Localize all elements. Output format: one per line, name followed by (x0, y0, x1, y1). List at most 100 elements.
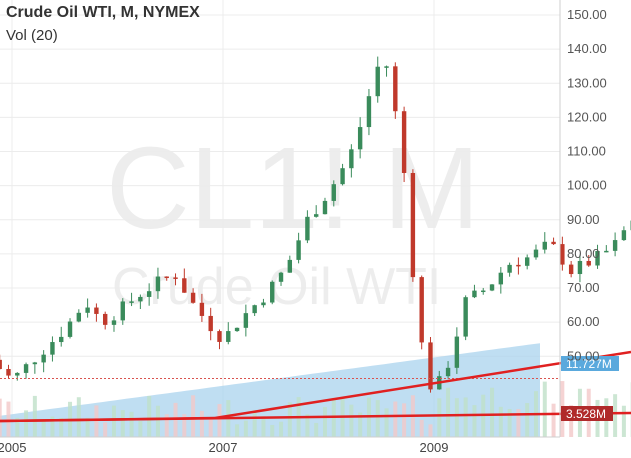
candle-body (481, 290, 486, 293)
candle-body (164, 276, 169, 279)
candle-body (621, 230, 627, 241)
volume-bar (155, 405, 160, 437)
volume-bar (525, 403, 530, 437)
overlay-layer: 11.727M 3.528M (0, 350, 631, 423)
candle-body (533, 249, 539, 258)
y-tick-label: 150.00 (567, 7, 607, 22)
volume-bar (454, 398, 459, 437)
volume-bar (446, 387, 451, 437)
volume-bar (569, 405, 574, 437)
candle-body (568, 264, 574, 275)
candle-body (6, 369, 11, 376)
candle-body (261, 302, 266, 306)
candle-body (111, 320, 117, 325)
candle-body (419, 277, 424, 343)
volume-bar (516, 409, 521, 437)
volume-bar (59, 418, 64, 437)
candle-body (102, 313, 108, 325)
volume-layer (0, 343, 631, 437)
volume-bar (208, 417, 213, 437)
candle-body (604, 250, 609, 253)
candle-body (173, 277, 178, 279)
candle-body (94, 307, 99, 314)
volume-bar (120, 410, 125, 437)
volume-bar (50, 416, 55, 437)
candle-body (349, 149, 354, 169)
volume-indicator-label[interactable]: Vol (20) (6, 27, 58, 44)
candle-body (560, 244, 565, 265)
candle-body (234, 327, 240, 332)
volume-ma-badge-label: 11.727M (566, 357, 612, 371)
volume-bar (437, 398, 442, 437)
candle-body (366, 96, 372, 128)
candle-body (322, 200, 328, 215)
x-tick-label: 2009 (420, 440, 449, 455)
y-tick-label: 120.00 (567, 109, 607, 124)
y-tick-label: 130.00 (567, 75, 607, 90)
volume-bar (287, 402, 292, 437)
volume-bar (322, 406, 327, 437)
volume-bar (191, 395, 196, 437)
time-axis[interactable]: 200520072009201120132015 (0, 436, 631, 455)
y-tick-label: 90.00 (567, 212, 600, 227)
y-tick-label: 80.00 (567, 246, 600, 261)
volume-bar (138, 421, 143, 437)
candle-body (401, 111, 407, 173)
volume-bar (621, 405, 626, 437)
volume-bar (419, 419, 424, 437)
volume-bar (235, 424, 240, 437)
volume-bar (243, 420, 248, 437)
candle-body (85, 307, 90, 313)
y-tick-label: 110.00 (567, 144, 606, 159)
volume-bar (103, 422, 108, 437)
candle-body (41, 354, 46, 363)
volume-bar (490, 387, 495, 437)
candle-body (384, 66, 389, 68)
volume-bar (129, 411, 134, 437)
candle-body (182, 278, 187, 293)
candle-body (445, 367, 451, 377)
candle-body (551, 241, 556, 245)
candle-body (305, 216, 310, 241)
candle-body (76, 312, 82, 322)
volume-bar (305, 414, 310, 437)
volume-bar (15, 417, 20, 437)
volume-low-badge-label: 3.528M (566, 407, 606, 421)
candle-body (129, 301, 134, 303)
volume-ma-badge (561, 356, 619, 371)
trendline-base[interactable] (0, 416, 216, 423)
volume-bar (6, 401, 11, 437)
volume-bar (428, 424, 433, 437)
candle-body (595, 251, 600, 266)
volume-bar (94, 405, 99, 437)
candle-body (472, 290, 477, 298)
candle-body (146, 291, 152, 297)
candle-body (340, 168, 345, 185)
candle-body (217, 331, 222, 342)
volume-bar (147, 395, 152, 437)
candle-body (199, 302, 205, 316)
candle-body (612, 240, 618, 251)
price-axis[interactable]: 50.00 60.00 70.00 80.00 90.00 100.00 110.00 120… (559, 0, 607, 437)
volume-bar (384, 408, 389, 437)
volume-bar (542, 381, 547, 437)
chart-title: Crude Oil WTI, M, NYMEX (6, 4, 200, 21)
volume-bar (24, 410, 29, 437)
candle-body (32, 362, 38, 365)
volume-bar (613, 394, 618, 437)
candle-body (50, 342, 55, 355)
candle-body (138, 296, 143, 302)
watermark-symbol: CL1! M (106, 123, 480, 253)
candle-body (410, 172, 416, 278)
candle-body (357, 127, 363, 150)
volume-bar (551, 403, 556, 437)
candle-body (15, 372, 20, 376)
volume-bar (76, 397, 81, 437)
candle-body (524, 257, 530, 266)
y-tick-label: 60.00 (567, 314, 600, 329)
volume-bar (182, 414, 187, 437)
volume-bar (375, 400, 380, 437)
x-tick-label: 2005 (0, 440, 26, 455)
volume-bar (261, 416, 266, 437)
